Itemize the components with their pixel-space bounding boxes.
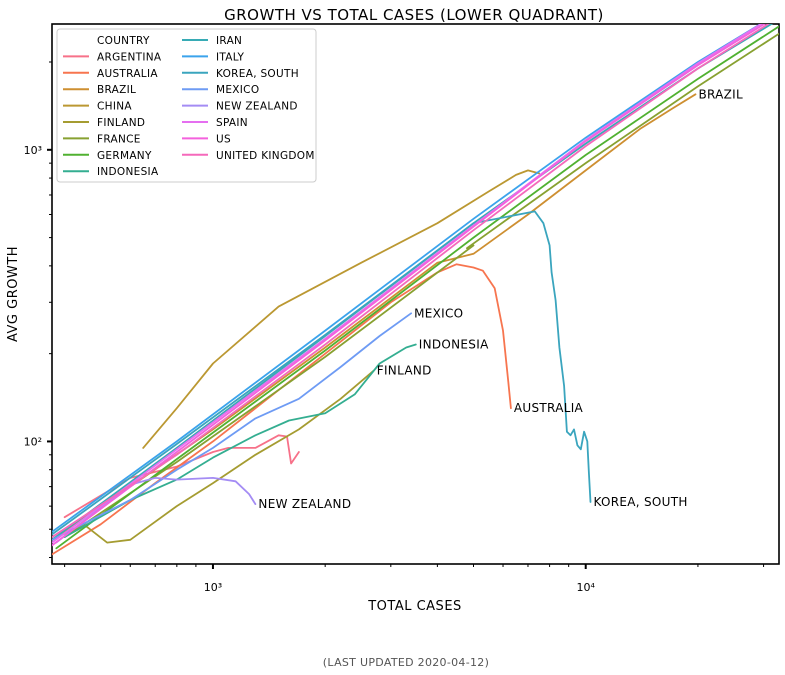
legend-item-iran: IRAN xyxy=(182,35,242,47)
series-end-label-mexico: MEXICO xyxy=(414,306,463,320)
legend-item-finland: FINLAND xyxy=(63,117,145,129)
legend-label: UNITED KINGDOM xyxy=(216,150,315,162)
legend-item-germany: GERMANY xyxy=(63,150,152,162)
series-line-korea-south xyxy=(52,210,592,536)
legend-item-france: FRANCE xyxy=(63,133,141,145)
series-layer xyxy=(52,24,779,556)
legend-label: NEW ZEALAND xyxy=(216,101,298,113)
legend-item-mexico: MEXICO xyxy=(182,84,259,96)
legend-title: COUNTRY xyxy=(97,35,150,47)
y-tick-label: 10² xyxy=(24,435,42,448)
series-line-spain xyxy=(52,24,763,544)
x-tick-label: 10⁴ xyxy=(577,581,596,594)
legend-item-italy: ITALY xyxy=(182,51,245,63)
series-line-indonesia xyxy=(63,343,417,538)
series-end-label-indonesia: INDONESIA xyxy=(419,337,489,351)
legend-label: FRANCE xyxy=(97,133,141,145)
x-axis-label: TOTAL CASES xyxy=(367,599,462,614)
legend-label: GERMANY xyxy=(97,150,152,162)
series-end-label-australia: AUSTRALIA xyxy=(514,401,584,415)
legend-label: AUSTRALIA xyxy=(97,68,158,80)
legend-label: BRAZIL xyxy=(97,84,136,96)
legend-item-united-kingdom: UNITED KINGDOM xyxy=(182,150,315,162)
legend-item-indonesia: INDONESIA xyxy=(63,166,159,178)
legend-label: FINLAND xyxy=(97,117,145,129)
footer-text: (LAST UPDATED 2020-04-12) xyxy=(323,656,489,669)
legend-label: IRAN xyxy=(216,35,242,47)
legend-item-australia: AUSTRALIA xyxy=(63,68,158,80)
legend-item-china: CHINA xyxy=(63,101,132,113)
legend-item-brazil: BRAZIL xyxy=(63,84,136,96)
legend-label: US xyxy=(216,133,231,145)
series-end-label-brazil: BRAZIL xyxy=(698,87,743,101)
series-end-label-finland: FINLAND xyxy=(377,364,432,378)
legend-item-korea-south: KOREA, SOUTH xyxy=(182,68,299,80)
series-end-label-korea-south: KOREA, SOUTH xyxy=(594,495,688,509)
series-line-us xyxy=(52,24,767,547)
series-label-layer: AUSTRALIA BRAZIL FINLAND INDONESIA KOREA, SO… xyxy=(258,87,743,511)
series-end-label-new-zealand: NEW ZEALAND xyxy=(258,497,351,511)
chart-title: GROWTH VS TOTAL CASES (LOWER QUADRANT) xyxy=(224,6,604,24)
legend-item-argentina: ARGENTINA xyxy=(63,51,162,63)
legend-item-new-zealand: NEW ZEALAND xyxy=(182,101,298,113)
series-line-france xyxy=(63,32,779,538)
legend-item-spain: SPAIN xyxy=(182,117,248,129)
legend: COUNTRY ARGENTINA AUSTRALIA BRAZIL CHINA FINL… xyxy=(56,28,317,183)
series-line-italy xyxy=(52,24,763,533)
y-axis-label: AVG GROWTH xyxy=(6,246,21,342)
series-line-china xyxy=(142,169,540,449)
legend-label: MEXICO xyxy=(216,84,259,96)
legend-label: ITALY xyxy=(216,51,245,63)
legend-label: SPAIN xyxy=(216,117,248,129)
legend-item-us: US xyxy=(182,133,231,145)
plot-frame xyxy=(51,23,780,565)
series-line-united-kingdom xyxy=(52,24,770,538)
legend-label: CHINA xyxy=(97,101,132,113)
tick-layer: 10³ 10⁴ 10² 10³ xyxy=(24,61,765,594)
series-line-germany xyxy=(55,25,779,550)
series-line-mexico xyxy=(52,312,412,541)
x-tick-label: 10³ xyxy=(204,581,222,594)
legend-label: KOREA, SOUTH xyxy=(216,68,299,80)
legend-label: ARGENTINA xyxy=(97,51,162,63)
legend-label: INDONESIA xyxy=(97,166,159,178)
y-tick-label: 10³ xyxy=(24,144,42,157)
